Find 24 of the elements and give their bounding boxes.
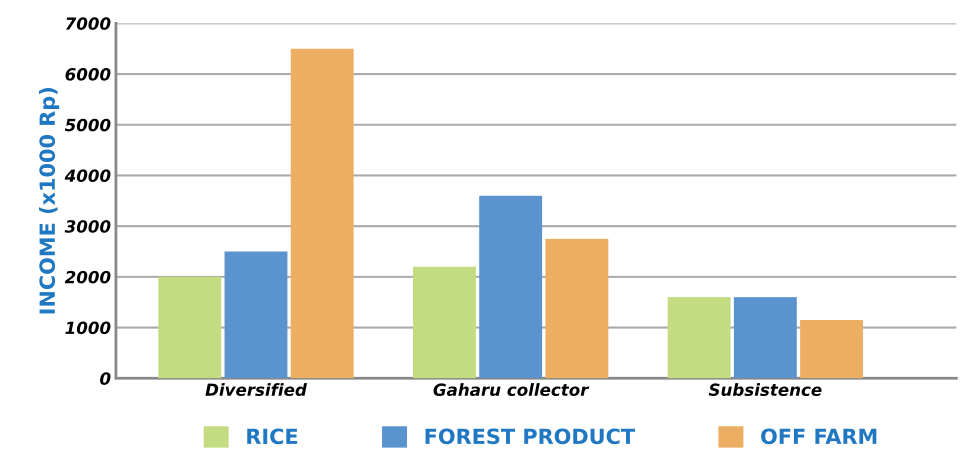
bar [545,238,608,378]
legend-label: RICE [247,428,298,444]
y-tick-label: 2000 [64,270,110,284]
legend-label: OFF FARM [761,428,876,444]
bar [668,297,731,378]
y-tick-label: 6000 [66,68,110,81]
bar [158,276,222,378]
bar [224,252,288,378]
bar [479,196,542,378]
bar [412,266,476,378]
x-tick-label: Diversified [205,383,308,396]
y-tick-label: 4000 [64,169,110,182]
bar [734,297,797,378]
y-tick-label: 5000 [64,118,110,132]
legend-label: FOREST PRODUCT [426,428,635,444]
y-tick-label: 3000 [64,220,110,233]
y-tick-label: 1000 [65,322,110,334]
y-tick-label: 7000 [66,17,110,30]
x-tick-label: Subsistence [708,383,822,396]
bar [290,48,354,378]
bar [800,320,863,378]
x-tick-label: Gaharu collector [434,383,590,396]
y-tick-label: 0 [100,372,110,385]
y-axis-title: INCOME (x1000 Rp) [38,88,60,314]
